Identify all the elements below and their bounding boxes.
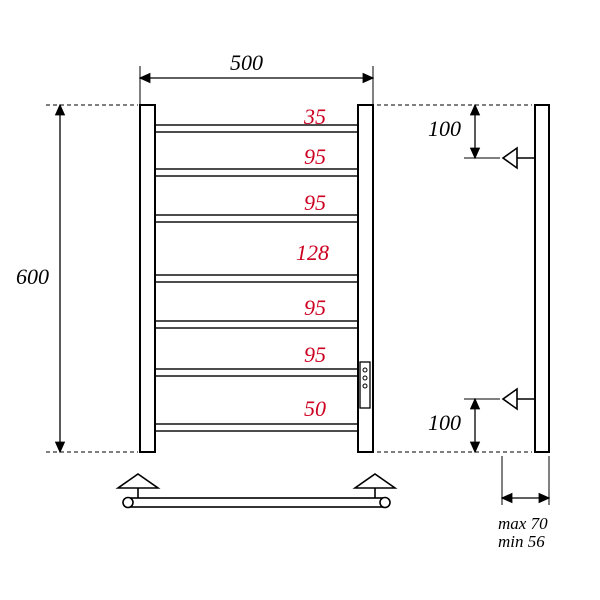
- depth-max-label: max 70: [498, 514, 548, 534]
- gap-label-2: 95: [304, 190, 326, 216]
- gap-label-6: 50: [304, 396, 326, 422]
- width-label: 500: [230, 50, 263, 76]
- gap-label-4: 95: [304, 295, 326, 321]
- depth-min-label: min 56: [498, 532, 545, 552]
- gap-label-1: 95: [304, 144, 326, 170]
- height-label: 600: [16, 264, 49, 290]
- side-top-label: 100: [428, 116, 461, 142]
- side-bot-label: 100: [428, 410, 461, 436]
- diagram-canvas: [0, 0, 600, 600]
- gap-label-5: 95: [304, 342, 326, 368]
- gap-label-0: 35: [304, 104, 326, 130]
- gap-label-3: 128: [296, 240, 329, 266]
